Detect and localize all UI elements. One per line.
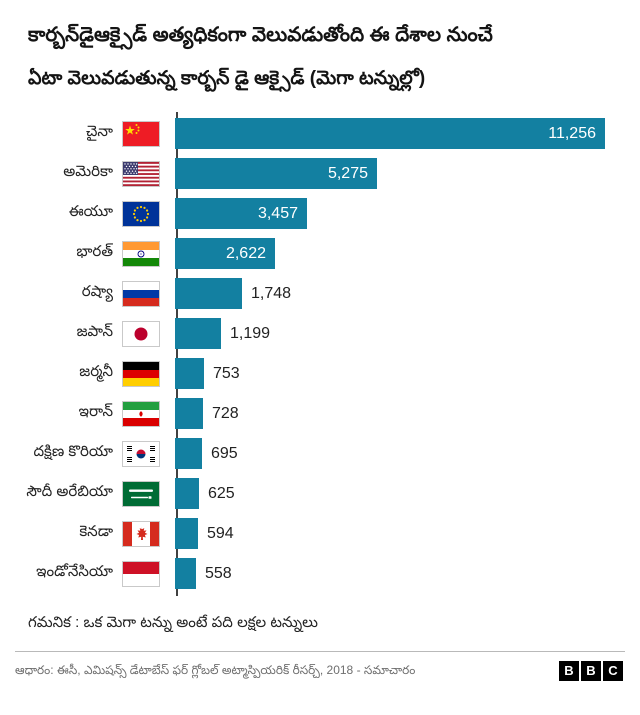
bar-row: జర్మనీ 753: [15, 354, 625, 394]
japan-flag-icon: [122, 320, 160, 347]
bar-row: సౌదీ అరేబియా 625: [15, 474, 625, 514]
bar-usa: 5,275: [175, 158, 377, 189]
country-label: రష్యా: [81, 283, 113, 300]
value-label: 1,199: [230, 324, 271, 342]
russia-flag-icon: [122, 280, 160, 307]
bar-germany: 753: [175, 358, 240, 389]
bar-track: 1,199: [175, 318, 625, 349]
bar-track: 2,622: [175, 238, 625, 269]
canada-flag-icon: [122, 520, 160, 547]
south-korea-flag-icon: [122, 440, 160, 467]
bar-row: ఈయూ 3,457: [15, 194, 625, 234]
bbc-logo-block: B: [581, 660, 601, 681]
note-text: గమనిక : ఒక మెగా టన్ను అంటే పది లక్షల టన్…: [28, 613, 318, 631]
value-label: 1,748: [251, 284, 292, 302]
bar-row: కెనడా 594: [15, 514, 625, 554]
eu-flag-icon: [122, 200, 160, 227]
country-label: ఈయూ: [68, 203, 113, 220]
bar-track: 728: [175, 398, 625, 429]
country-label: చైనా: [86, 123, 113, 140]
value-label: 3,457: [257, 204, 298, 222]
usa-flag-icon: [122, 160, 160, 187]
bar-row: అమెరికా 5,275: [15, 154, 625, 194]
china-flag-icon: [122, 120, 160, 147]
bar-track: 11,256: [175, 118, 625, 149]
bar-track: 625: [175, 478, 625, 509]
value-label: 594: [207, 524, 234, 542]
bar-japan: 1,199: [175, 318, 270, 349]
india-flag-icon: [122, 240, 160, 267]
value-label: 5,275: [327, 164, 368, 182]
value-label: 695: [211, 444, 238, 462]
bar-track: 558: [175, 558, 625, 589]
bar-russia: 1,748: [175, 278, 291, 309]
bar-track: 695: [175, 438, 625, 469]
bar-china: 11,256: [175, 118, 605, 149]
bar-india: 2,622: [175, 238, 275, 269]
bar-row: రష్యా 1,748: [15, 274, 625, 314]
source-text: ఆధారం: ఈసీ, ఎమిషన్స్ డేటాబేస్ ఫర్ గ్లోబల…: [15, 662, 416, 677]
country-label: ఇరాన్: [78, 403, 113, 420]
bar-row: ఇండోనేసియా 558: [15, 554, 625, 594]
country-label: దక్షిణ కొరియా: [33, 443, 113, 460]
indonesia-flag-icon: [122, 560, 160, 587]
bar-track: 753: [175, 358, 625, 389]
bar-canada: 594: [175, 518, 234, 549]
country-label: జపాన్: [76, 323, 113, 340]
country-label: ఇండోనేసియా: [36, 563, 113, 580]
value-label: 2,622: [225, 244, 266, 262]
value-label: 728: [212, 404, 239, 422]
bar-chart: చైనా 11,256 అమెరికా 5,275 ఈయూ 3,457 భారత…: [15, 111, 625, 596]
bbc-logo-block: B: [559, 660, 579, 681]
bar-track: 5,275: [175, 158, 625, 189]
value-label: 11,256: [548, 124, 596, 142]
value-label: 558: [205, 564, 232, 582]
country-label: భారత్: [76, 243, 113, 260]
bbc-logo-block: C: [603, 660, 623, 681]
axis-line: [176, 111, 178, 596]
bar-track: 594: [175, 518, 625, 549]
bar-eu: 3,457: [175, 198, 307, 229]
country-label: జర్మనీ: [79, 363, 113, 380]
page-subtitle: ఏటా వెలువడుతున్న కార్బన్ డై ఆక్సైడ్ (మెగ…: [28, 68, 426, 89]
bar-track: 1,748: [175, 278, 625, 309]
bar-row: చైనా 11,256: [15, 114, 625, 154]
bar-row: భారత్ 2,622: [15, 234, 625, 274]
footer: ఆధారం: ఈసీ, ఎమిషన్స్ డేటాబేస్ ఫర్ గ్లోబల…: [15, 650, 625, 681]
bbc-logo: B B C: [559, 660, 623, 681]
germany-flag-icon: [122, 360, 160, 387]
bar-south-korea: 695: [175, 438, 238, 469]
country-label: కెనడా: [79, 523, 113, 540]
value-label: 625: [208, 484, 235, 502]
iran-flag-icon: [122, 400, 160, 427]
bar-row: దక్షిణ కొరియా 695: [15, 434, 625, 474]
bar-iran: 728: [175, 398, 239, 429]
page-title: కార్బన్‌డైఆక్సైడ్ అత్యధికంగా వెలువడుతోంద…: [28, 24, 493, 46]
bar-indonesia: 558: [175, 558, 232, 589]
country-label: సౌదీ అరేబియా: [26, 483, 113, 500]
saudi-arabia-flag-icon: [122, 480, 160, 507]
bar-row: జపాన్ 1,199: [15, 314, 625, 354]
country-label: అమెరికా: [63, 163, 113, 180]
bar-track: 3,457: [175, 198, 625, 229]
value-label: 753: [213, 364, 240, 382]
bar-saudi-arabia: 625: [175, 478, 235, 509]
bar-row: ఇరాన్ 728: [15, 394, 625, 434]
